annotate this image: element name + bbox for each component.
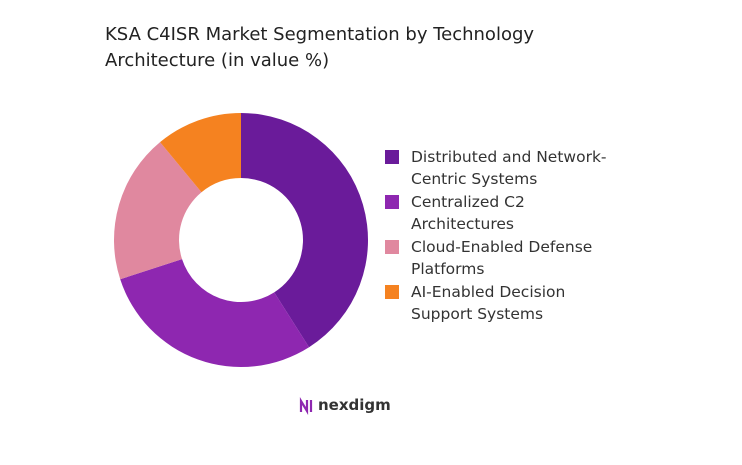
legend-item: Distributed and Network-Centric Systems (385, 146, 620, 190)
donut-slice (120, 259, 310, 367)
brand: nexdigm (318, 396, 391, 414)
chart-title: KSA C4ISR Market Segmentation by Technol… (105, 24, 535, 71)
legend-swatch (385, 240, 399, 254)
legend-item: AI-Enabled Decision Support Systems (385, 281, 620, 325)
legend-swatch (385, 285, 399, 299)
legend-label: Centralized C2 Architectures (411, 193, 525, 233)
legend-label: Cloud-Enabled Defense Platforms (411, 238, 593, 278)
legend-item: Cloud-Enabled Defense Platforms (385, 236, 620, 280)
legend-swatch (385, 150, 399, 164)
legend-label: Distributed and Network-Centric Systems (411, 148, 607, 188)
legend-swatch (385, 195, 399, 209)
donut-slice (241, 113, 368, 348)
legend: Distributed and Network-Centric Systems C… (385, 146, 620, 326)
donut-slice (160, 113, 241, 193)
logo-icon (299, 397, 313, 415)
legend-item: Centralized C2 Architectures (385, 191, 620, 235)
legend-label: AI-Enabled Decision Support Systems (411, 283, 566, 323)
donut-slice (114, 142, 202, 280)
